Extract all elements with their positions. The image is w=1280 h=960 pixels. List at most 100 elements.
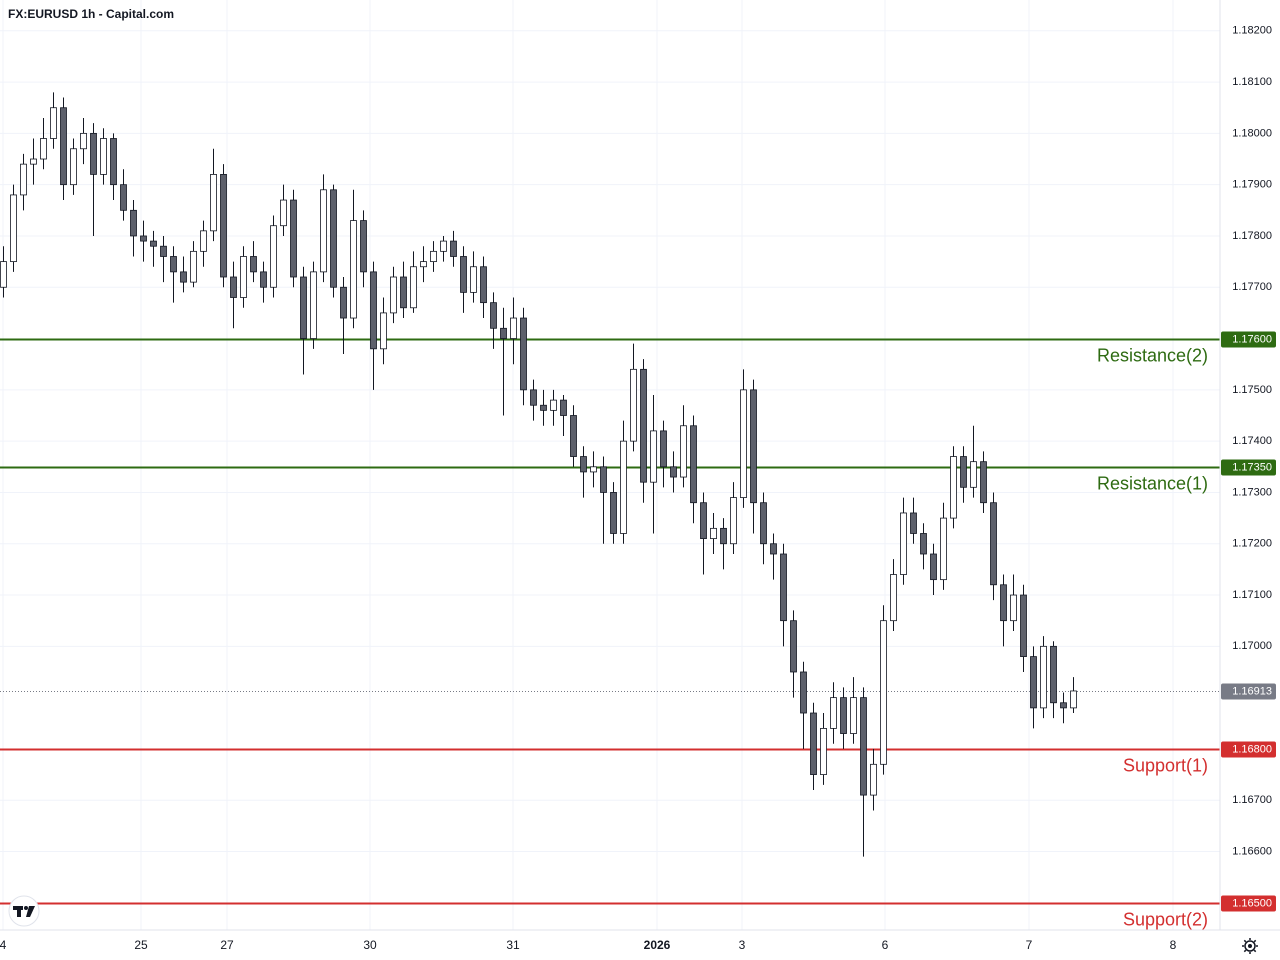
price-badge-label: 1.16800 [1232,743,1272,755]
candle-body [480,266,487,304]
candle-body [200,230,207,252]
y-tick-label: 1.17300 [1232,486,1272,498]
level-label: Resistance(1) [1097,473,1208,493]
candle-body [970,461,977,488]
candle-body [800,671,807,714]
y-tick-label: 1.17900 [1232,179,1272,191]
candle-body [120,184,127,211]
candle-body [1060,702,1067,709]
candle-body [1050,645,1057,704]
x-tick-label: 7 [1026,938,1033,952]
candle-body [360,220,367,273]
candle-body [310,271,317,339]
candle-body [1030,656,1037,709]
candle-body [240,256,247,298]
candle-body [900,512,907,575]
candle-body [850,697,857,734]
candle-body [220,174,227,278]
candle-body [950,456,957,519]
candle-body [390,276,397,314]
candle-body [910,512,917,534]
level-label: Support(2) [1123,909,1208,929]
candle-body [110,138,117,186]
candle-body [600,466,607,493]
candle-body [670,466,677,478]
level-label: Resistance(2) [1097,345,1208,365]
candle-body [440,240,447,252]
candle-body [170,256,177,273]
price-badge [1221,741,1276,758]
price-badge-label: 1.17350 [1232,461,1272,473]
y-tick-label: 1.17500 [1232,384,1272,396]
candle-body [340,286,347,319]
candle-body [700,502,707,540]
candle-body [230,276,237,298]
candle-body [80,132,87,150]
candle-body [380,312,387,350]
price-badge [1221,895,1276,912]
candle-body [560,399,567,416]
x-tick-label: 25 [134,938,148,952]
candle-body [660,430,667,468]
x-tick-label: 30 [363,938,377,952]
candle-body [990,502,997,586]
candle-body [620,440,627,534]
candle-body [750,389,757,504]
x-tick-label: 27 [220,938,234,952]
candle-body [640,368,647,483]
candle-body [920,533,927,555]
candle-body [610,492,617,534]
candle-body [290,199,297,278]
candle-body [130,209,137,237]
candle-body [300,276,307,339]
candle-body [590,466,597,473]
candle-body [450,240,457,257]
candle-body [510,317,517,339]
candle-body [830,697,837,729]
candle-body [720,527,727,545]
last-price-badge [1221,683,1276,700]
x-tick-label: 2026 [644,938,671,952]
candle-body [790,620,797,673]
candle-body [90,132,97,175]
candles [0,92,1077,857]
y-tick-label: 1.16600 [1232,845,1272,857]
candle-body [10,194,17,263]
candle-body [880,620,887,765]
candle-body [740,389,747,498]
candle-body [960,456,967,488]
x-tick-label: 8 [1170,938,1177,952]
candle-body [570,415,577,457]
candle-body [1010,594,1017,622]
candle-body [470,266,477,293]
candle-body [820,728,827,775]
candle-body [460,256,467,293]
candle-body [210,174,217,232]
candle-body [160,245,167,257]
candle-body [1070,690,1077,709]
levels: Resistance(2) Resistance(1) Support(1) Supp… [0,338,1220,929]
candle-body [770,543,777,555]
candle-body [150,240,157,247]
candle-body [410,266,417,309]
candle-body [730,497,737,545]
settings-icon[interactable] [1242,938,1258,954]
y-tick-label: 1.17100 [1232,589,1272,601]
candle-body [860,697,867,796]
candle-body [490,302,497,329]
candle-body [1000,584,1007,622]
candle-body [280,199,287,227]
price-badge-label: 1.16500 [1232,897,1272,909]
x-tick-label: 4 [0,938,7,952]
y-tick-label: 1.17800 [1232,230,1272,242]
candle-body [940,517,947,581]
candle-body [140,235,147,242]
level-label: Support(1) [1123,755,1208,775]
candle-body [1020,594,1027,657]
y-tick-label: 1.17700 [1232,281,1272,293]
candle-body [20,163,27,196]
y-tick-label: 1.17000 [1232,640,1272,652]
